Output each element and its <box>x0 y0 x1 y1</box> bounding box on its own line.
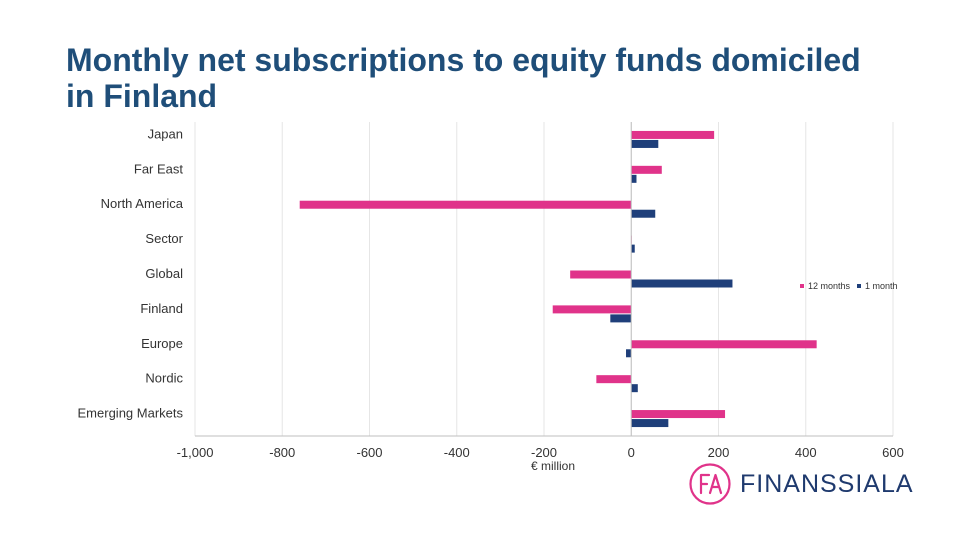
bar-nordic-12-months <box>596 375 632 384</box>
bar-japan-12-months <box>631 130 715 139</box>
bar-sector-1-month <box>631 244 635 253</box>
bar-emerging-markets-12-months <box>631 410 726 419</box>
x-tick-labels: -1,000 -800 -600 -400 -200 0 200 400 600 <box>177 445 904 460</box>
x-tick-label-4: -200 <box>531 445 557 460</box>
bar-far-east-12-months <box>631 165 662 174</box>
category-label-finland: Finland <box>140 301 183 316</box>
legend-label-1-month: 1 month <box>865 281 898 291</box>
x-tick-label-5: 0 <box>628 445 635 460</box>
category-label-global: Global <box>145 266 183 281</box>
x-tick-label-6: 200 <box>708 445 730 460</box>
bar-europe-1-month <box>626 349 632 358</box>
x-tick-label-0: -1,000 <box>177 445 214 460</box>
chart-legend: 12 months 1 month <box>800 281 898 291</box>
legend-label-12-months: 12 months <box>808 281 851 291</box>
bar-emerging-markets-1-month <box>631 419 669 428</box>
bar-global-12-months <box>570 270 632 279</box>
page-title: Monthly net subscriptions to equity fund… <box>66 42 861 114</box>
category-label-japan: Japan <box>148 126 183 141</box>
bar-far-east-1-month <box>631 174 637 183</box>
bar-europe-12-months <box>631 340 817 349</box>
chart-gridlines <box>194 122 894 436</box>
category-label-far-east: Far East <box>134 161 184 176</box>
finanssiala-logo: FINANSSIALA <box>688 462 914 506</box>
x-tick-label-7: 400 <box>795 445 817 460</box>
bar-north-america-1-month <box>631 209 656 218</box>
x-tick-label-2: -600 <box>356 445 382 460</box>
x-tick-label-1: -800 <box>269 445 295 460</box>
bar-finland-12-months <box>552 305 632 314</box>
x-tick-label-8: 600 <box>882 445 904 460</box>
category-label-sector: Sector <box>145 231 183 246</box>
bar-finland-1-month <box>610 314 632 323</box>
chart-bars <box>299 130 817 428</box>
bar-global-1-month <box>631 279 733 288</box>
category-label-emerging-markets: Emerging Markets <box>78 406 184 421</box>
fa-logo-icon <box>689 463 731 505</box>
category-label-nordic: Nordic <box>145 371 183 386</box>
bar-japan-1-month <box>631 139 659 148</box>
logo-wordmark: FINANSSIALA <box>740 469 914 498</box>
bar-north-america-12-months <box>299 200 632 209</box>
legend-swatch-12-months <box>800 284 804 288</box>
category-label-europe: Europe <box>141 336 183 351</box>
category-label-north-america: North America <box>101 196 184 211</box>
x-tick-label-3: -400 <box>444 445 470 460</box>
bar-nordic-1-month <box>631 384 638 393</box>
category-labels: Japan Far East North America Sector Global Fi… <box>78 126 184 420</box>
x-axis-label: € million <box>531 459 575 473</box>
legend-swatch-1-month <box>857 284 862 288</box>
